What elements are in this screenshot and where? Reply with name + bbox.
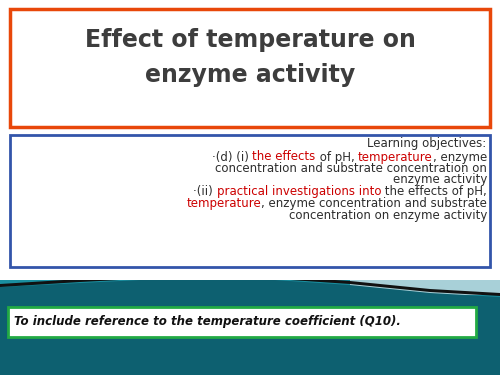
Polygon shape <box>0 275 500 296</box>
Text: temperature: temperature <box>358 150 433 164</box>
Text: of pH,: of pH, <box>316 150 358 164</box>
Polygon shape <box>0 279 500 375</box>
Polygon shape <box>350 270 500 295</box>
Text: ·(ii): ·(ii) <box>193 186 217 198</box>
FancyBboxPatch shape <box>10 9 490 127</box>
Text: concentration on enzyme activity: concentration on enzyme activity <box>288 209 487 222</box>
Text: the effects: the effects <box>252 150 316 164</box>
Text: Learning objectives:: Learning objectives: <box>367 138 486 150</box>
Text: practical investigations into: practical investigations into <box>217 186 382 198</box>
Text: , enzyme concentration and substrate: , enzyme concentration and substrate <box>261 198 487 210</box>
FancyBboxPatch shape <box>0 0 500 280</box>
Text: enzyme activity: enzyme activity <box>145 63 355 87</box>
FancyBboxPatch shape <box>8 307 476 337</box>
Polygon shape <box>0 270 500 375</box>
Text: ·(d) (i): ·(d) (i) <box>212 150 252 164</box>
Text: , enzyme: , enzyme <box>433 150 487 164</box>
Text: concentration and substrate concentration on: concentration and substrate concentratio… <box>215 162 487 174</box>
Text: temperature: temperature <box>186 198 261 210</box>
Text: enzyme activity: enzyme activity <box>392 172 487 186</box>
FancyBboxPatch shape <box>10 135 490 267</box>
Text: the effects of pH,: the effects of pH, <box>382 186 487 198</box>
Text: To include reference to the temperature coefficient (Q10).: To include reference to the temperature … <box>14 315 401 328</box>
Text: Effect of temperature on: Effect of temperature on <box>84 28 415 52</box>
